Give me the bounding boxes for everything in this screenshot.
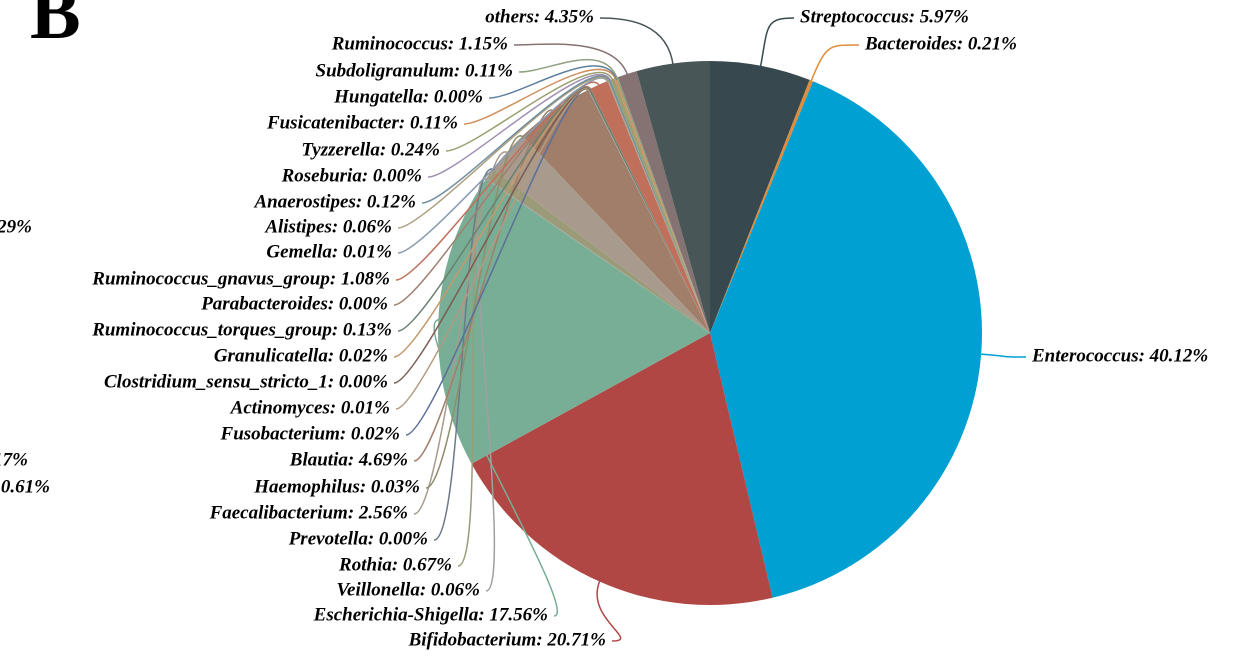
slice-label: Parabacteroides: 0.00% [200,293,388,314]
slice-label: Blautia: 4.69% [289,449,408,470]
leader-line [425,135,525,489]
leader-line [397,76,610,229]
pie-slice [437,179,710,464]
pie-slice [588,89,710,333]
pie-slice [607,80,710,334]
leader-line [397,77,610,254]
leader-line [513,43,629,77]
leader-line [421,75,611,204]
slice-label: Enterococcus: 40.12% [1031,345,1208,366]
pie-slice [614,77,710,333]
slice-label: Streptococcus: 5.97% [800,6,969,27]
pie-slice [471,333,773,605]
slice-label: Bacteroides: 0.21% [864,33,1017,54]
panel-label: B [30,0,81,55]
leader-line [397,86,592,332]
leader-line [599,17,674,66]
pie-slice [588,88,710,334]
slice-label: Subdoligranulum: 0.11% [316,60,513,81]
pie-slice [710,61,810,333]
slice-label: Ruminococcus: 1.15% [331,33,508,54]
slice-label: Actinomyces: 0.01% [230,397,390,418]
leader-line [488,65,618,99]
leader-line [596,579,622,642]
slice-label: Ruminococcus_torques_group: 0.13% [91,319,392,340]
leader-line [809,44,860,83]
leader-line [463,68,617,125]
pie-slice [710,79,813,333]
slice-label: Veillonella: 0.06% [336,579,480,600]
slice-label: Escherichia-Shigella: 17.56% [313,604,548,625]
pie-slice [522,135,710,333]
slice-label: Roseburia: 0.00% [281,165,422,186]
cut-label: 0.61% [1,476,50,497]
pie-slice [590,81,710,333]
slice-label: Tyzzerella: 0.24% [301,139,440,160]
slice-label: Fusicatenibacter: 0.11% [266,112,458,133]
pie-slice [587,89,710,334]
slice-label: Granulicatella: 0.02% [214,345,388,366]
pie-slice [610,78,710,333]
slice-label: Ruminococcus_gnavus_group: 1.08% [91,268,390,289]
slice-label: Haemophilus: 0.03% [253,476,420,497]
pie-slice [636,61,710,333]
cut-label: 17% [0,449,28,470]
slice-label: Alistipes: 0.06% [264,216,392,237]
pie-slice [617,71,710,333]
leader-line [405,88,590,436]
leader-line [395,81,601,281]
leader-line [759,17,795,68]
cut-label: 29% [0,216,32,237]
leader-line [979,353,1027,358]
pie-slice [607,80,710,333]
slice-label: Anaerostipes: 0.12% [254,191,417,212]
pie-slice [710,81,982,598]
slice-label: Bifidobacterium: 20.71% [408,629,606,650]
slice-label: Gemella: 0.01% [266,241,392,262]
leader-line [433,318,558,617]
pie-slice [616,77,710,333]
pie-slice [493,136,710,333]
leader-line [433,168,496,541]
leader-line [476,178,496,592]
pie-slice [588,89,710,333]
slice-label: Clostridium_sensu_stricto_1: 0.00% [104,371,388,392]
slice-label: Fusobacterium: 0.02% [220,423,400,444]
slice-label: Hungatella: 0.00% [333,86,483,107]
slice-label: others: 4.35% [485,6,594,27]
leader-line [413,151,509,515]
leader-line [413,109,556,462]
slice-label: Prevotella: 0.00% [288,528,428,549]
leader-line [395,88,590,410]
pie-slice [485,178,710,333]
slice-label: Faecalibacterium: 2.56% [209,502,408,523]
slice-label: Rothia: 0.67% [338,554,452,575]
leader-line [427,73,612,178]
leader-line [393,87,590,384]
pie-slice [522,89,710,334]
leader-line [518,59,619,80]
leader-line [445,71,614,152]
pie-slice [486,168,710,333]
pie-slice [608,79,710,333]
